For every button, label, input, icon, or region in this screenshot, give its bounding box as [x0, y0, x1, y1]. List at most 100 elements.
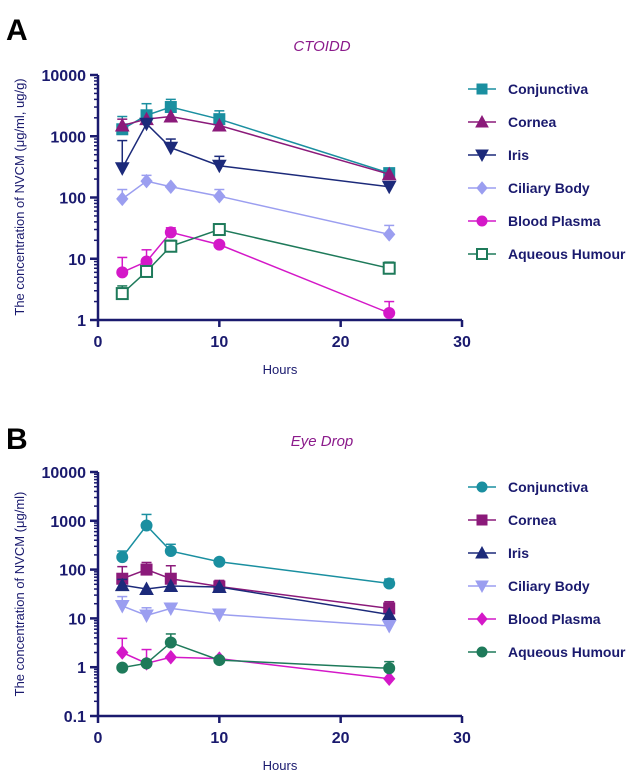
- panel-b-legend-label: Ciliary Body: [508, 578, 590, 594]
- panel-b-legend-label: Iris: [508, 545, 529, 561]
- panel-a-legend-marker: [476, 83, 488, 95]
- panel-b-legend-item-blood-plasma: Blood Plasma: [468, 611, 601, 627]
- panel-b-series-conjunctiva-point: [213, 555, 226, 568]
- panel-a-legend-item-ciliary-body: Ciliary Body: [468, 180, 590, 196]
- panel-b-series-conjunctiva-point: [116, 551, 129, 564]
- panel-a-series-ciliary-body: [116, 173, 396, 242]
- panel-a-series-aqueous-humour-point: [164, 239, 178, 253]
- panel-b-letter: B: [6, 423, 28, 456]
- panel-a-series-iris: [114, 117, 397, 195]
- panel-a: A CTOIDD Hours The concentration of NVCM…: [6, 14, 626, 377]
- panel-a-letter: A: [6, 14, 28, 47]
- panel-a-series-aqueous-humour-point: [212, 223, 226, 237]
- panel-a-legend-label: Blood Plasma: [508, 213, 601, 229]
- panel-b-series-cornea-line: [122, 568, 390, 610]
- panel-a-x-tick-label: 20: [332, 334, 350, 351]
- panel-a-y-tick-label: 1: [77, 313, 86, 330]
- panel-a-series-iris-line: [121, 122, 390, 188]
- panel-a-series-cornea-point: [381, 166, 397, 181]
- panel-b-y-tick-label: 100: [59, 563, 86, 580]
- panel-b-y-tick-label: 1: [77, 660, 86, 677]
- panel-a-series-ciliary-body-point: [140, 173, 153, 189]
- panel-b-series-conjunctiva-point: [140, 519, 153, 532]
- panel-b-y-axis-label: The concentration of NVCM (μg/ml): [12, 492, 27, 697]
- panel-b-legend-label: Cornea: [508, 512, 556, 528]
- panel-b-series-iris-point: [163, 578, 179, 593]
- panel-b-series-aqueous-humour-point: [164, 636, 177, 649]
- panel-b-y-tick-label: 1000: [50, 514, 86, 531]
- panel-a-series-blood-plasma-line: [121, 231, 390, 314]
- panel-a-series-blood-plasma-point: [164, 226, 177, 239]
- panel-a-legend-item-conjunctiva: Conjunctiva: [468, 81, 588, 97]
- panel-b-legend-marker: [476, 612, 488, 626]
- panel-b-x-axis-label: Hours: [263, 758, 298, 773]
- panel-a-legend-marker: [476, 181, 488, 195]
- panel-b-series-conjunctiva-point: [383, 577, 396, 590]
- panel-b-series-ciliary-body-point: [114, 599, 130, 614]
- panel-b-legend-item-ciliary-body: Ciliary Body: [468, 578, 590, 594]
- panel-a-x-tick-label: 30: [453, 334, 471, 351]
- panel-b-series-aqueous-humour-point: [383, 662, 396, 675]
- panel-b-series-iris-point: [139, 581, 154, 596]
- panel-a-series-blood-plasma-point: [383, 307, 396, 320]
- panel-a-legend-marker: [476, 248, 488, 260]
- panel-b-series-cornea-point: [140, 563, 153, 576]
- panel-a-legend-item-aqueous-humour: Aqueous Humour: [468, 246, 626, 262]
- panel-b-legend-marker: [475, 545, 489, 559]
- panel-a-plot-area: [114, 98, 397, 320]
- panel-b-x-tick-label: 20: [332, 730, 350, 747]
- panel-b-y-tick-label: 10000: [42, 465, 87, 482]
- panel-b-series-ciliary-body-point: [381, 619, 397, 634]
- panel-b-series-aqueous-humour: [116, 633, 396, 675]
- panel-b-legend-label: Blood Plasma: [508, 611, 601, 627]
- panel-a-series-aqueous-humour-line: [121, 228, 390, 295]
- panel-a-series-ciliary-body-point: [164, 179, 177, 194]
- panel-b-legend-marker: [475, 580, 489, 594]
- panel-a-legend: Conjunctiva Cornea Iris Ciliary Body Blood P…: [468, 81, 626, 262]
- panel-a-series-iris-point: [381, 180, 397, 195]
- panel-a-y-tick-label: 100: [59, 191, 86, 208]
- panel-a-series-cornea-line: [122, 115, 390, 175]
- panel-b-series-ciliary-body-point: [211, 608, 227, 623]
- panel-a-legend-marker: [475, 149, 489, 163]
- panel-a-series-cornea: [114, 108, 397, 181]
- panel-a-series-iris-point: [114, 162, 130, 176]
- panel-b-series-ciliary-body-line: [121, 605, 390, 627]
- panel-b-legend-label: Aqueous Humour: [508, 644, 626, 660]
- panel-a-legend-item-iris: Iris: [468, 147, 529, 163]
- panel-b-series-ciliary-body-point: [139, 609, 154, 623]
- panel-a-title: CTOIDD: [293, 38, 350, 55]
- panel-a-series-aqueous-humour-point: [140, 264, 154, 278]
- panel-a-y-axis-label: The concentration of NVCM (μg/ml, ug/g): [12, 78, 27, 315]
- panel-a-legend-label: Ciliary Body: [508, 180, 590, 196]
- panel-b-legend-marker: [476, 646, 488, 658]
- panel-b-series-iris: [114, 577, 397, 621]
- panel-b-series-blood-plasma-point: [383, 671, 396, 687]
- panel-a-legend-label: Iris: [508, 147, 529, 163]
- panel-b: B Eye Drop Hours The concentration of NV…: [6, 423, 626, 773]
- panel-b-series-iris-point: [114, 577, 130, 592]
- panel-b-series-iris-point: [211, 579, 227, 593]
- panel-b-series-conjunctiva: [116, 513, 396, 590]
- panel-b-x-tick-label: 10: [210, 730, 228, 747]
- panel-a-axes: 0 10 20 30 1 10 100 1000 10000: [42, 68, 472, 351]
- panel-a-series-ciliary-body-point: [116, 191, 129, 207]
- panel-b-series-ciliary-body-point: [163, 602, 179, 616]
- panel-a-series-cornea-point: [114, 117, 130, 132]
- panel-b-series-aqueous-humour-point: [213, 654, 226, 667]
- panel-a-y-tick-label: 1000: [50, 129, 86, 146]
- panel-b-legend-item-aqueous-humour: Aqueous Humour: [468, 644, 626, 660]
- panel-b-title: Eye Drop: [291, 433, 354, 450]
- panel-a-series-ciliary-body-point: [213, 188, 226, 204]
- panel-a-series-ciliary-body-point: [383, 227, 396, 242]
- panel-b-y-tick-label: 0.1: [64, 709, 86, 726]
- panel-a-legend-marker: [475, 114, 489, 128]
- panel-a-series-iris-point: [163, 141, 179, 156]
- panel-a-legend-label: Cornea: [508, 114, 556, 130]
- panel-a-legend-label: Aqueous Humour: [508, 246, 626, 262]
- panel-b-x-tick-label: 30: [453, 730, 471, 747]
- panel-b-legend-item-iris: Iris: [468, 545, 529, 561]
- panel-a-series-blood-plasma-point: [213, 238, 226, 251]
- panel-b-series-blood-plasma-point: [164, 649, 177, 665]
